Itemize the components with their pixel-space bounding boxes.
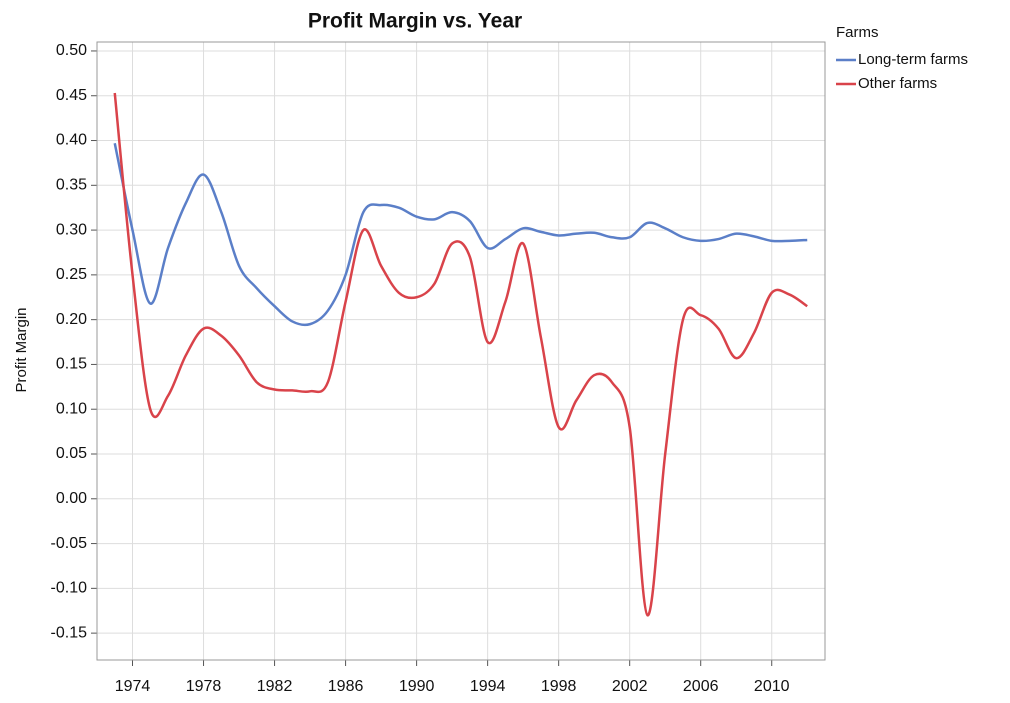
y-tick-label: 0.45 [56,87,87,104]
chart-title: Profit Margin vs. Year [308,10,522,33]
legend-label: Other farms [858,75,937,92]
y-tick-label: 0.35 [56,177,87,194]
y-tick-label: 0.00 [56,490,87,507]
x-tick-label: 1974 [115,678,151,695]
y-tick-label: 0.10 [56,400,87,417]
y-tick-label: 0.15 [56,356,87,373]
legend-label: Long-term farms [858,51,968,68]
line-series [113,142,808,327]
y-axis-label: Profit Margin [13,307,30,392]
x-tick-label: 2010 [754,678,790,695]
y-tick-label: 0.20 [56,311,87,328]
y-tick-label: -0.10 [51,580,88,597]
legend-title: Farms [836,24,879,41]
x-tick-label: 1998 [541,678,577,695]
y-tick-label: -0.05 [51,535,88,552]
x-tick-label: 2002 [612,678,648,695]
y-tick-label: 0.40 [56,132,87,149]
x-tick-label: 1978 [186,678,222,695]
y-tick-label: 0.50 [56,42,87,59]
y-tick-label: 0.25 [56,266,87,283]
plot-frame [96,41,826,661]
y-tick-label: -0.15 [51,624,88,641]
x-tick-label: 1986 [328,678,364,695]
y-tick-label: 0.05 [56,445,87,462]
x-tick-label: 1982 [257,678,293,695]
x-tick-label: 1990 [399,678,435,695]
line-series [113,92,808,617]
x-tick-label: 2006 [683,678,719,695]
x-tick-label: 1994 [470,678,506,695]
y-tick-label: 0.30 [56,221,87,238]
